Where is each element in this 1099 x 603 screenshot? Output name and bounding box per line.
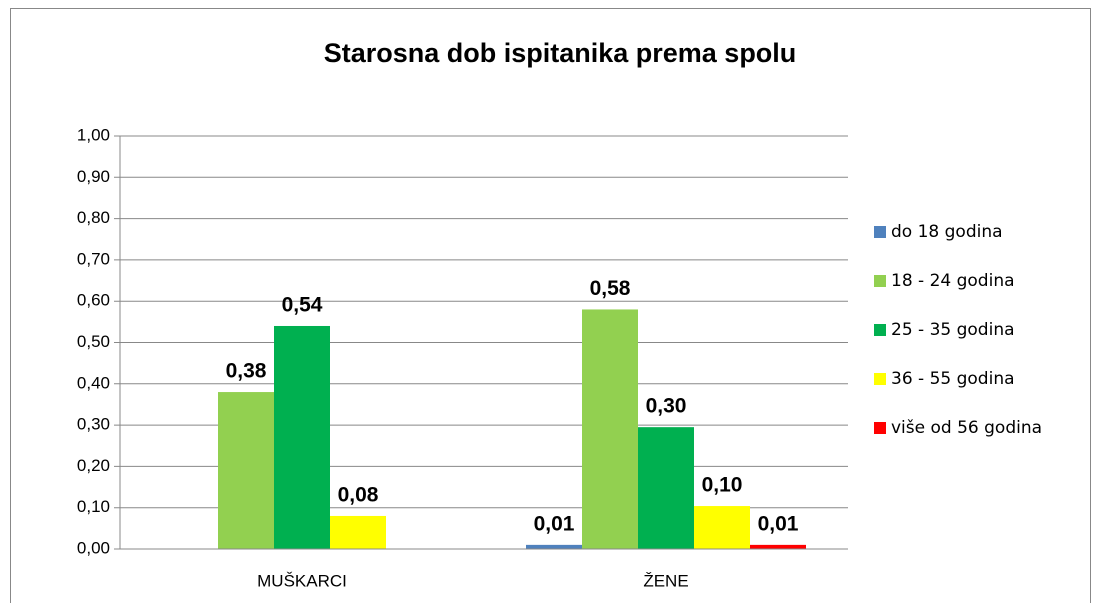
legend-swatch	[874, 422, 886, 434]
legend-swatch	[874, 275, 886, 287]
y-tick-label: 0,10	[77, 497, 110, 516]
bar	[526, 544, 582, 549]
y-tick-label: 1,00	[77, 125, 110, 144]
bar	[274, 325, 330, 549]
y-tick-label: 0,30	[77, 415, 110, 434]
y-tick-label: 0,90	[77, 167, 110, 186]
legend-swatch	[874, 226, 886, 238]
x-tick-label: MUŠKARCI	[257, 571, 347, 590]
legend-label: 18 - 24 godina	[891, 271, 1015, 291]
legend-swatch	[874, 324, 886, 336]
bar	[330, 515, 386, 549]
bar	[694, 506, 750, 549]
value-label: 0,58	[590, 277, 631, 300]
bar	[638, 427, 694, 549]
legend-label: više od 56 godina	[891, 418, 1042, 438]
value-label: 0,08	[338, 484, 379, 507]
y-tick-label: 0,60	[77, 291, 110, 310]
value-label: 0,30	[646, 395, 687, 418]
value-label: 0,01	[758, 512, 799, 535]
x-tick-label: ŽENE	[643, 571, 688, 590]
legend-label: 36 - 55 godina	[891, 369, 1015, 389]
y-tick-label: 0,70	[77, 249, 110, 268]
y-tick-label: 0,20	[77, 456, 110, 475]
y-tick-label: 0,80	[77, 208, 110, 227]
legend-label: do 18 godina	[891, 222, 1003, 242]
bar	[750, 544, 806, 549]
y-tick-label: 0,40	[77, 373, 110, 392]
bar	[218, 392, 274, 549]
y-tick-label: 0,00	[77, 538, 110, 557]
value-label: 0,01	[534, 512, 575, 535]
legend-swatch	[874, 373, 886, 385]
legend-label: 25 - 35 godina	[891, 320, 1015, 340]
value-label: 0,54	[282, 294, 323, 317]
bar	[582, 309, 638, 549]
value-label: 0,38	[226, 360, 267, 383]
y-tick-label: 0,50	[77, 332, 110, 351]
chart-border	[10, 8, 1091, 603]
chart-title: Starosna dob ispitanika prema spolu	[324, 38, 797, 68]
value-label: 0,10	[702, 474, 743, 497]
